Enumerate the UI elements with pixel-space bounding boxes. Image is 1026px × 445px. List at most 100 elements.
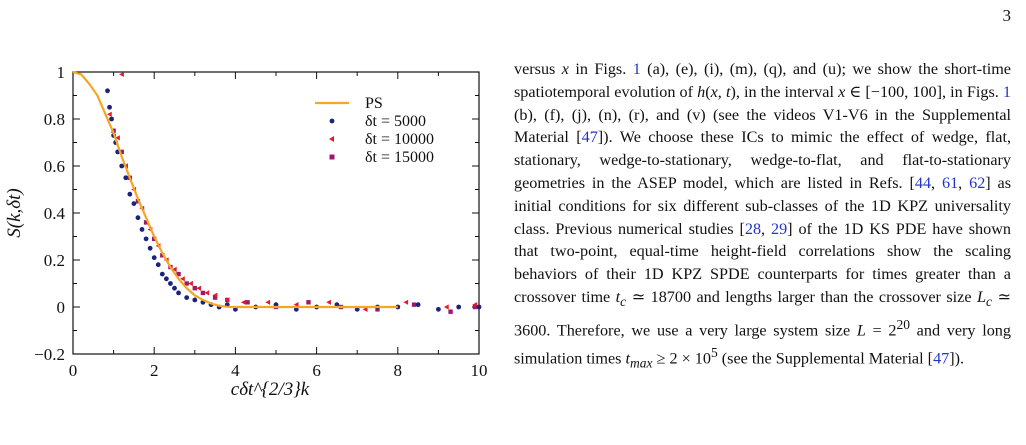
text-run: = 2 (865, 321, 897, 340)
data-point (176, 290, 181, 296)
text-run: ]). (949, 349, 965, 368)
legend-swatch-square (329, 154, 335, 160)
data-point (160, 253, 165, 258)
data-point (107, 104, 112, 110)
math-subscript: c (985, 294, 992, 310)
citation-link[interactable]: 29 (770, 219, 788, 238)
math-var: t (725, 82, 731, 101)
data-point (326, 299, 331, 305)
math-var: L (856, 321, 866, 340)
data-point (184, 281, 189, 286)
citation-link[interactable]: 62 (969, 173, 986, 192)
legend-swatch-circle (329, 118, 335, 124)
y-axis-label: S(k,δt) (4, 188, 25, 237)
text-run: in Figs. (568, 60, 633, 78)
data-point (119, 149, 124, 155)
scatter-points (105, 71, 482, 314)
x-tick-label: 2 (150, 361, 159, 380)
body-paragraph: versus x in Figs. 1 (a), (e), (i), (m), … (514, 58, 1011, 376)
data-point (403, 299, 409, 305)
figure-ref-link[interactable]: 1 (1002, 82, 1011, 101)
data-point (448, 309, 453, 314)
data-point (123, 175, 129, 181)
data-point (411, 302, 417, 307)
data-point (224, 297, 230, 303)
text-run: ≥ 2 × 10 (652, 349, 711, 368)
data-point (127, 191, 133, 197)
y-tick-label: 1 (57, 63, 66, 82)
text-run: ] as initial conditions for six differen… (514, 173, 1012, 238)
text-run: and very long simulation times (514, 321, 1011, 368)
data-point (168, 281, 173, 286)
legend-label: δt = 5000 (365, 113, 426, 130)
data-point (172, 285, 177, 291)
data-point (105, 88, 110, 94)
data-point (115, 135, 120, 141)
data-point (155, 262, 161, 268)
text-run: (a), (e), (i), (m), (q), and (u); we sho… (514, 60, 1011, 101)
math-superscript: 20 (896, 317, 910, 332)
page-number: 3 (1002, 6, 1012, 25)
data-point (196, 285, 202, 291)
text-run: ≃ 3600. Therefore, we use a very large s… (514, 287, 1011, 340)
ps-curve (72, 70, 398, 309)
data-point (233, 306, 238, 312)
math-var: L (976, 287, 986, 306)
data-point (200, 290, 206, 296)
data-point (443, 304, 449, 310)
data-point (119, 163, 125, 169)
y-tick-label: −0.2 (34, 345, 65, 364)
data-point (159, 271, 165, 277)
data-point (119, 71, 124, 77)
data-point (273, 302, 279, 308)
data-point (212, 292, 218, 298)
data-point (131, 201, 137, 207)
text-run: ] of the 1D KS PDE have shown that two-p… (514, 219, 1011, 306)
math-subscript: max (630, 355, 653, 371)
data-point (415, 302, 421, 308)
data-point (180, 276, 185, 282)
text-run: , (931, 173, 942, 192)
citation-link[interactable]: 47 (933, 349, 950, 368)
y-tick-label: 0 (57, 298, 66, 317)
text-run: ( (705, 82, 711, 101)
data-point (135, 215, 141, 221)
text-run: , (761, 219, 771, 238)
data-point (212, 295, 218, 300)
data-point (176, 271, 181, 277)
text-run: , (717, 82, 726, 101)
math-var: x (838, 82, 846, 101)
data-point (147, 245, 153, 251)
math-var: x (561, 60, 569, 78)
data-point (188, 280, 193, 287)
citation-link[interactable]: 28 (744, 219, 762, 238)
legend-label: δt = 10000 (365, 131, 434, 148)
x-tick-label: 0 (69, 361, 78, 380)
data-point (436, 306, 441, 312)
data-point (306, 300, 311, 305)
legend-label: δt = 15000 (365, 149, 434, 166)
axis-ticks: 0 2 4 6 8 10−0.200.20.40.60.81 (34, 63, 487, 380)
text-run: (b), (f), (j), (n), (r), and (v) (see th… (514, 105, 1011, 147)
math-var: x (710, 82, 718, 101)
body-text-column: versus x in Figs. 1 (a), (e), (i), (m), … (514, 58, 1011, 376)
x-tick-label: 6 (312, 361, 321, 380)
data-point (240, 299, 246, 305)
data-point (184, 295, 190, 300)
data-point (192, 286, 197, 291)
math-var: t (615, 287, 621, 306)
data-point (106, 111, 112, 117)
citation-link[interactable]: 44 (914, 173, 932, 192)
y-tick-label: 0.2 (44, 251, 65, 270)
x-tick-label: 8 (394, 361, 403, 380)
data-point (143, 220, 149, 225)
figure-ref-link[interactable]: 1 (632, 60, 641, 78)
y-tick-label: 0.6 (44, 157, 65, 176)
text-run: ), in the interval (730, 82, 839, 101)
citation-link[interactable]: 47 (581, 128, 598, 147)
data-point (456, 304, 462, 310)
data-point (192, 297, 198, 303)
data-point (245, 300, 250, 305)
citation-link[interactable]: 61 (941, 173, 959, 192)
